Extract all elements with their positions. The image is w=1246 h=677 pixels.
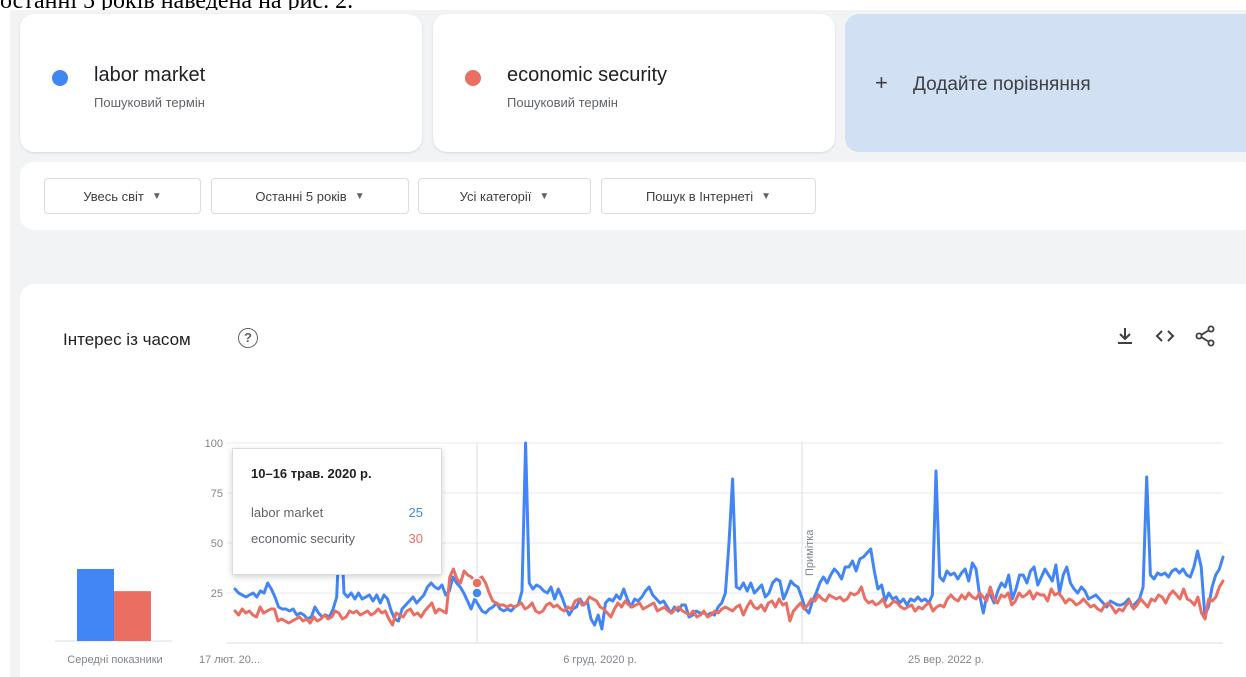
averages-label: Середні показники — [67, 654, 162, 666]
help-icon[interactable]: ? — [238, 328, 258, 348]
category-filter-dropdown[interactable]: Усі категорії ▼ — [418, 178, 591, 214]
region-filter-dropdown[interactable]: Увесь світ ▼ — [44, 178, 201, 214]
add-comparison-label: Додайте порівняння — [913, 74, 1091, 95]
average-bar — [114, 591, 151, 641]
x-tick-label: 25 вер. 2022 р. — [908, 654, 984, 666]
tooltip-term: economic security — [251, 531, 356, 546]
hover-point — [471, 587, 483, 599]
filter-label: Пошук в Інтернеті — [645, 188, 754, 204]
tooltip-row-economic-security: economic security 30 — [251, 531, 423, 546]
series-dot-icon — [52, 70, 68, 86]
y-tick-label: 100 — [205, 438, 223, 450]
average-bar — [77, 569, 114, 641]
dropdown-arrow-icon: ▼ — [761, 190, 772, 202]
note-label: Примітка — [804, 529, 816, 576]
hover-point — [471, 577, 483, 589]
tooltip-row-labor-market: labor market 25 — [251, 505, 423, 520]
y-tick-label: 50 — [211, 538, 223, 550]
filter-bar: Увесь світ ▼ Останні 5 років ▼ Усі катег… — [20, 162, 1246, 230]
tooltip-value: 30 — [408, 531, 423, 546]
series-dot-icon — [465, 70, 481, 86]
data-tooltip: 10–16 трав. 2020 р. labor market 25 econ… — [232, 448, 442, 575]
dropdown-arrow-icon: ▼ — [151, 190, 162, 202]
term-card-labor-market[interactable]: labor market Пошуковий термін — [20, 14, 422, 152]
y-tick-label: 25 — [211, 588, 223, 600]
series-line — [233, 441, 1225, 631]
term-name: labor market — [94, 64, 206, 86]
add-comparison-button[interactable]: + Додайте порівняння — [845, 14, 1246, 152]
term-card-economic-security[interactable]: economic security Пошуковий термін — [433, 14, 835, 152]
google-trends-app: labor market Пошуковий термін economic s… — [10, 10, 1246, 677]
filter-label: Останні 5 років — [255, 188, 347, 204]
download-icon[interactable] — [1113, 324, 1137, 348]
share-icon[interactable] — [1193, 324, 1217, 348]
term-subtitle: Пошуковий термін — [94, 95, 205, 110]
dropdown-arrow-icon: ▼ — [539, 190, 550, 202]
tooltip-term: labor market — [251, 505, 324, 520]
filter-label: Увесь світ — [83, 188, 144, 204]
x-tick-label: 6 груд. 2020 р. — [563, 654, 637, 666]
time-range-filter-dropdown[interactable]: Останні 5 років ▼ — [211, 178, 409, 214]
tooltip-date: 10–16 трав. 2020 р. — [251, 466, 372, 481]
dropdown-arrow-icon: ▼ — [354, 190, 365, 202]
filter-label: Усі категорії — [459, 188, 532, 204]
plus-icon: + — [875, 70, 888, 95]
y-tick-label: 75 — [211, 488, 223, 500]
tooltip-value: 25 — [408, 505, 423, 520]
term-subtitle: Пошуковий термін — [507, 95, 618, 110]
interest-chart: 25 50 75 100 Примітка 17 лют. 20... 6 груд. 20… — [55, 438, 1225, 666]
x-tick-label: 17 лют. 20... — [199, 654, 260, 666]
embed-icon[interactable] — [1153, 324, 1177, 348]
search-type-filter-dropdown[interactable]: Пошук в Інтернеті ▼ — [601, 178, 816, 214]
term-name: economic security — [507, 64, 668, 86]
series-line — [233, 567, 1225, 627]
interest-over-time-panel: Інтерес із часом ? 25 50 75 100 Примітка 17 л… — [20, 284, 1246, 677]
panel-title: Інтерес із часом — [63, 330, 191, 349]
